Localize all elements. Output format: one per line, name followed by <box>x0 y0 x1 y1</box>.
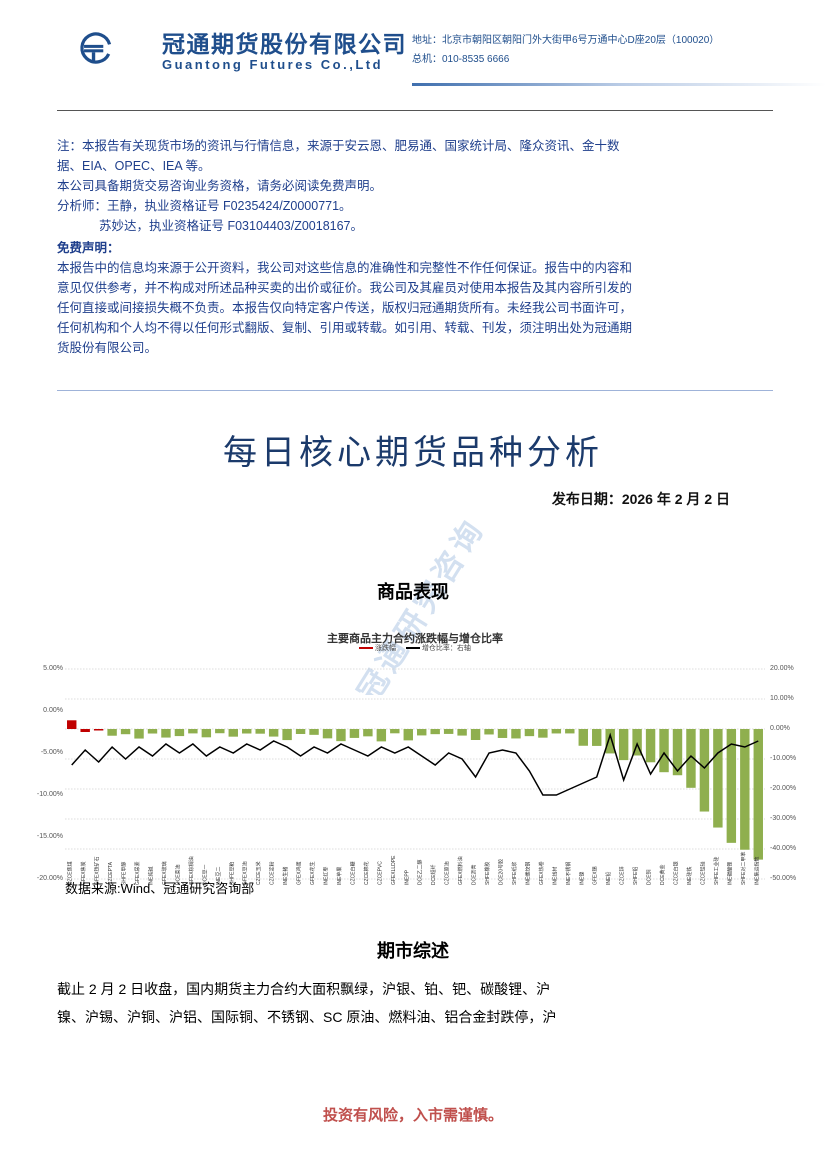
svg-text:CZCE白银: CZCE白银 <box>673 861 680 885</box>
svg-text:INE生猪: INE生猪 <box>282 867 289 885</box>
svg-text:DCE20号胶: DCE20号胶 <box>498 859 505 885</box>
svg-text:INE集运指数: INE集运指数 <box>753 857 760 885</box>
svg-text:CZCE棉花: CZCE棉花 <box>363 861 370 885</box>
svg-text:DCE短纤: DCE短纤 <box>430 864 437 885</box>
svg-text:INE硅铁: INE硅铁 <box>686 867 693 885</box>
svg-text:SHFE工业硅: SHFE工业硅 <box>713 857 720 885</box>
svg-text:CZCE锌: CZCE锌 <box>619 866 626 885</box>
svg-text:INE螺纹钢: INE螺纹钢 <box>524 862 531 885</box>
svg-text:CZCE淀粉: CZCE淀粉 <box>269 861 276 885</box>
svg-text:INE碳酸锂: INE碳酸锂 <box>726 862 733 885</box>
svg-text:CZCE白糖: CZCE白糖 <box>349 861 356 885</box>
svg-text:GFEX锡: GFEX锡 <box>592 866 599 885</box>
svg-text:GFEXLLDPE: GFEXLLDPE <box>391 855 397 885</box>
svg-text:GFEX花生: GFEX花生 <box>309 861 316 885</box>
svg-text:INE红枣: INE红枣 <box>323 867 330 885</box>
svg-text:CZCE锰硅: CZCE锰硅 <box>699 861 706 885</box>
svg-text:INE镍: INE镍 <box>578 872 585 885</box>
svg-text:INE苹果: INE苹果 <box>336 867 343 885</box>
svg-text:SHFE对二甲苯: SHFE对二甲苯 <box>740 852 747 885</box>
svg-text:INEPP: INEPP <box>404 869 410 885</box>
svg-text:DCE沥青: DCE沥青 <box>471 864 478 885</box>
svg-text:INE线材: INE线材 <box>551 867 558 885</box>
svg-text:SHFE橡胶: SHFE橡胶 <box>484 862 491 885</box>
svg-text:GFEX燃料油: GFEX燃料油 <box>457 856 464 885</box>
svg-text:DCE黄金: DCE黄金 <box>659 864 666 885</box>
svg-text:DCE乙二醇: DCE乙二醇 <box>417 859 424 885</box>
svg-text:GFEX热卷: GFEX热卷 <box>538 861 545 885</box>
svg-text:DCE铜: DCE铜 <box>646 869 653 885</box>
svg-text:CZCE原油: CZCE原油 <box>444 861 451 885</box>
svg-text:SHFE铝: SHFE铝 <box>632 867 639 885</box>
svg-text:GFEX鸡蛋: GFEX鸡蛋 <box>296 861 303 885</box>
svg-text:INE铅: INE铅 <box>605 872 612 885</box>
svg-text:INE不锈钢: INE不锈钢 <box>565 862 572 885</box>
svg-text:CZCE玉米: CZCE玉米 <box>255 861 262 885</box>
svg-text:CZCEPVC: CZCEPVC <box>377 861 383 885</box>
svg-text:SHFE纸浆: SHFE纸浆 <box>511 862 518 885</box>
